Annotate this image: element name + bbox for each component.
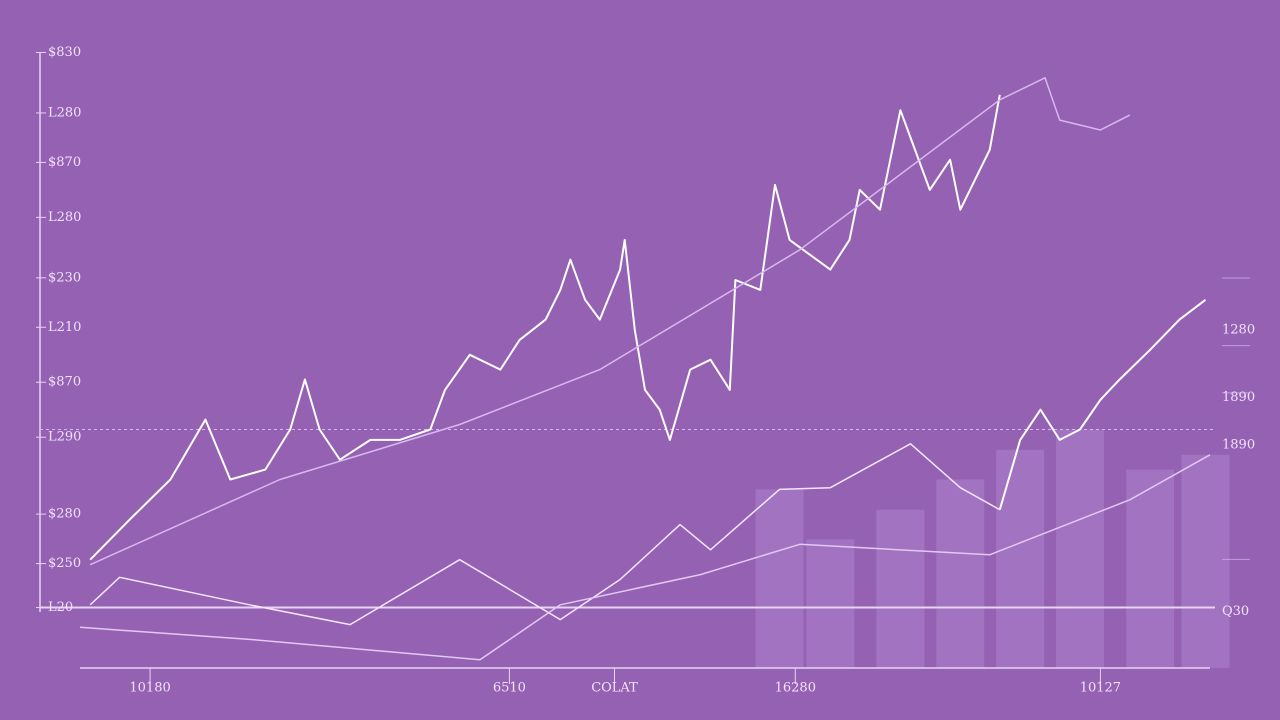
y-tick-label: $870 (48, 155, 81, 170)
y-tick-label: $830 (48, 45, 81, 60)
y-tick-label: L290 (48, 430, 81, 445)
series-line (79, 454, 1211, 661)
y2-tick-label: 1890 (1222, 437, 1255, 452)
y2-tick-label: Q30 (1222, 604, 1249, 619)
bar (936, 479, 985, 668)
y-tick-label: $250 (48, 556, 81, 571)
bar (996, 449, 1045, 668)
x-tick-label: 6510 (493, 681, 526, 696)
bar (806, 539, 855, 668)
y-tick-label: $230 (48, 270, 81, 285)
y2-tick-label: 1280 (1222, 323, 1255, 338)
y2-tick-label: 1890 (1222, 390, 1255, 405)
series-line (89, 77, 1131, 566)
y-tick-label: $280 (48, 507, 81, 522)
bar (1126, 469, 1175, 668)
series-line (89, 443, 1001, 626)
bar (755, 489, 804, 668)
x-tick-label: COLAT (591, 681, 638, 696)
y-tick-label: L280 (48, 105, 81, 120)
bar (1056, 429, 1105, 668)
x-tick-label: 10127 (1080, 681, 1121, 696)
y-tick-label: L280 (48, 210, 81, 225)
x-tick-label: 16280 (775, 681, 816, 696)
bar (1181, 454, 1230, 668)
bar (876, 509, 925, 668)
y-tick-label: $870 (48, 375, 81, 390)
y-tick-label: L210 (48, 320, 81, 335)
y-tick-label: L20 (48, 600, 73, 615)
x-tick-label: 10180 (129, 681, 170, 696)
